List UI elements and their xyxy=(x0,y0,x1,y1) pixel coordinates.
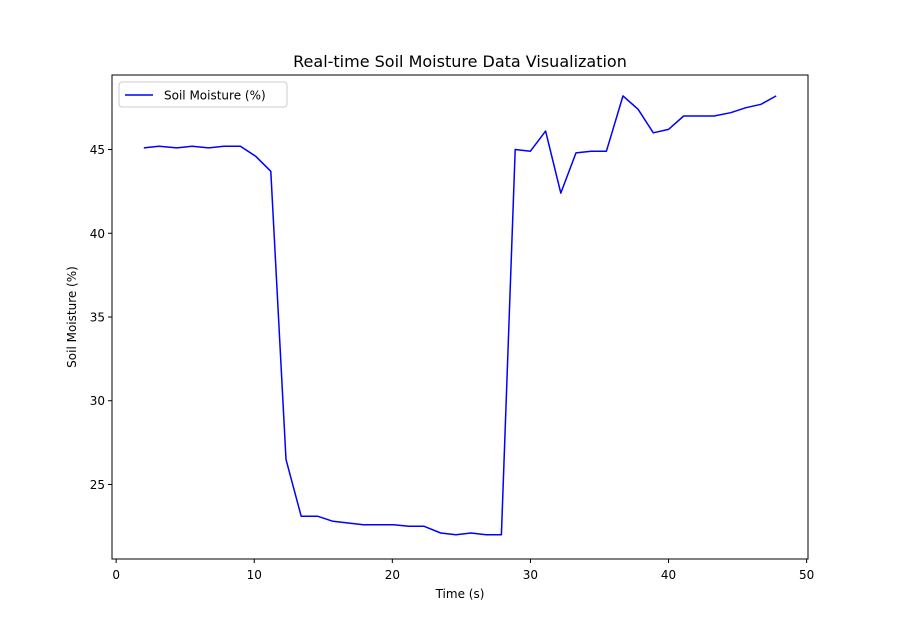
y-tick-label: 30 xyxy=(90,394,105,408)
legend: Soil Moisture (%) xyxy=(118,81,288,108)
x-tick-label: 40 xyxy=(661,568,676,582)
y-axis: 25 30 35 40 45 xyxy=(90,143,112,492)
series-layer xyxy=(143,95,777,536)
x-tick-label: 30 xyxy=(523,568,538,582)
x-tick-label: 10 xyxy=(247,568,262,582)
x-tick-label: 0 xyxy=(112,568,120,582)
y-tick-label: 25 xyxy=(90,478,105,492)
plot-area xyxy=(111,74,809,560)
x-axis: 0 10 20 30 40 50 xyxy=(112,559,814,582)
y-tick-label: 40 xyxy=(90,227,105,241)
x-tick-label: 20 xyxy=(385,568,400,582)
y-tick-label: 45 xyxy=(90,143,105,157)
y-axis-label: Soil Moisture (%) xyxy=(65,266,79,368)
chart-title: Real-time Soil Moisture Data Visualizati… xyxy=(293,52,627,71)
legend-box xyxy=(118,81,288,108)
y-tick-label: 35 xyxy=(90,311,105,325)
x-axis-label: Time (s) xyxy=(435,587,485,601)
legend-label: Soil Moisture (%) xyxy=(164,89,266,103)
x-tick-label: 50 xyxy=(799,568,814,582)
series-line xyxy=(143,95,777,536)
